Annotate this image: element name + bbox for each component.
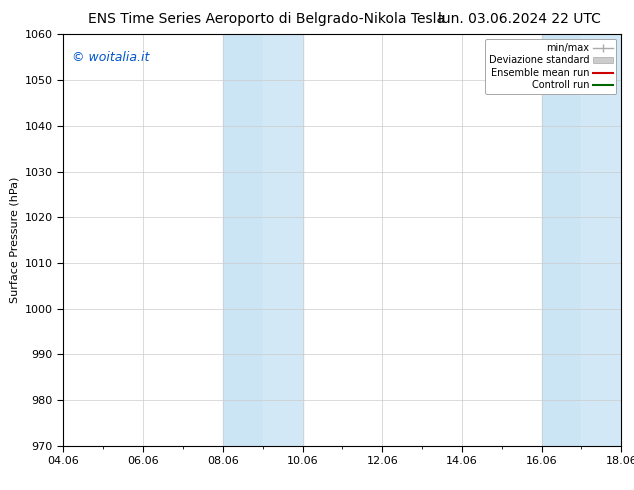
Bar — [541, 34, 621, 446]
Text: lun. 03.06.2024 22 UTC: lun. 03.06.2024 22 UTC — [439, 12, 601, 26]
Legend: min/max, Deviazione standard, Ensemble mean run, Controll run: min/max, Deviazione standard, Ensemble m… — [485, 39, 616, 94]
Bar — [581, 34, 621, 446]
Y-axis label: Surface Pressure (hPa): Surface Pressure (hPa) — [10, 177, 19, 303]
Bar — [262, 34, 302, 446]
Bar — [223, 34, 302, 446]
Text: ENS Time Series Aeroporto di Belgrado-Nikola Tesla: ENS Time Series Aeroporto di Belgrado-Ni… — [87, 12, 445, 26]
Text: © woitalia.it: © woitalia.it — [72, 51, 149, 64]
